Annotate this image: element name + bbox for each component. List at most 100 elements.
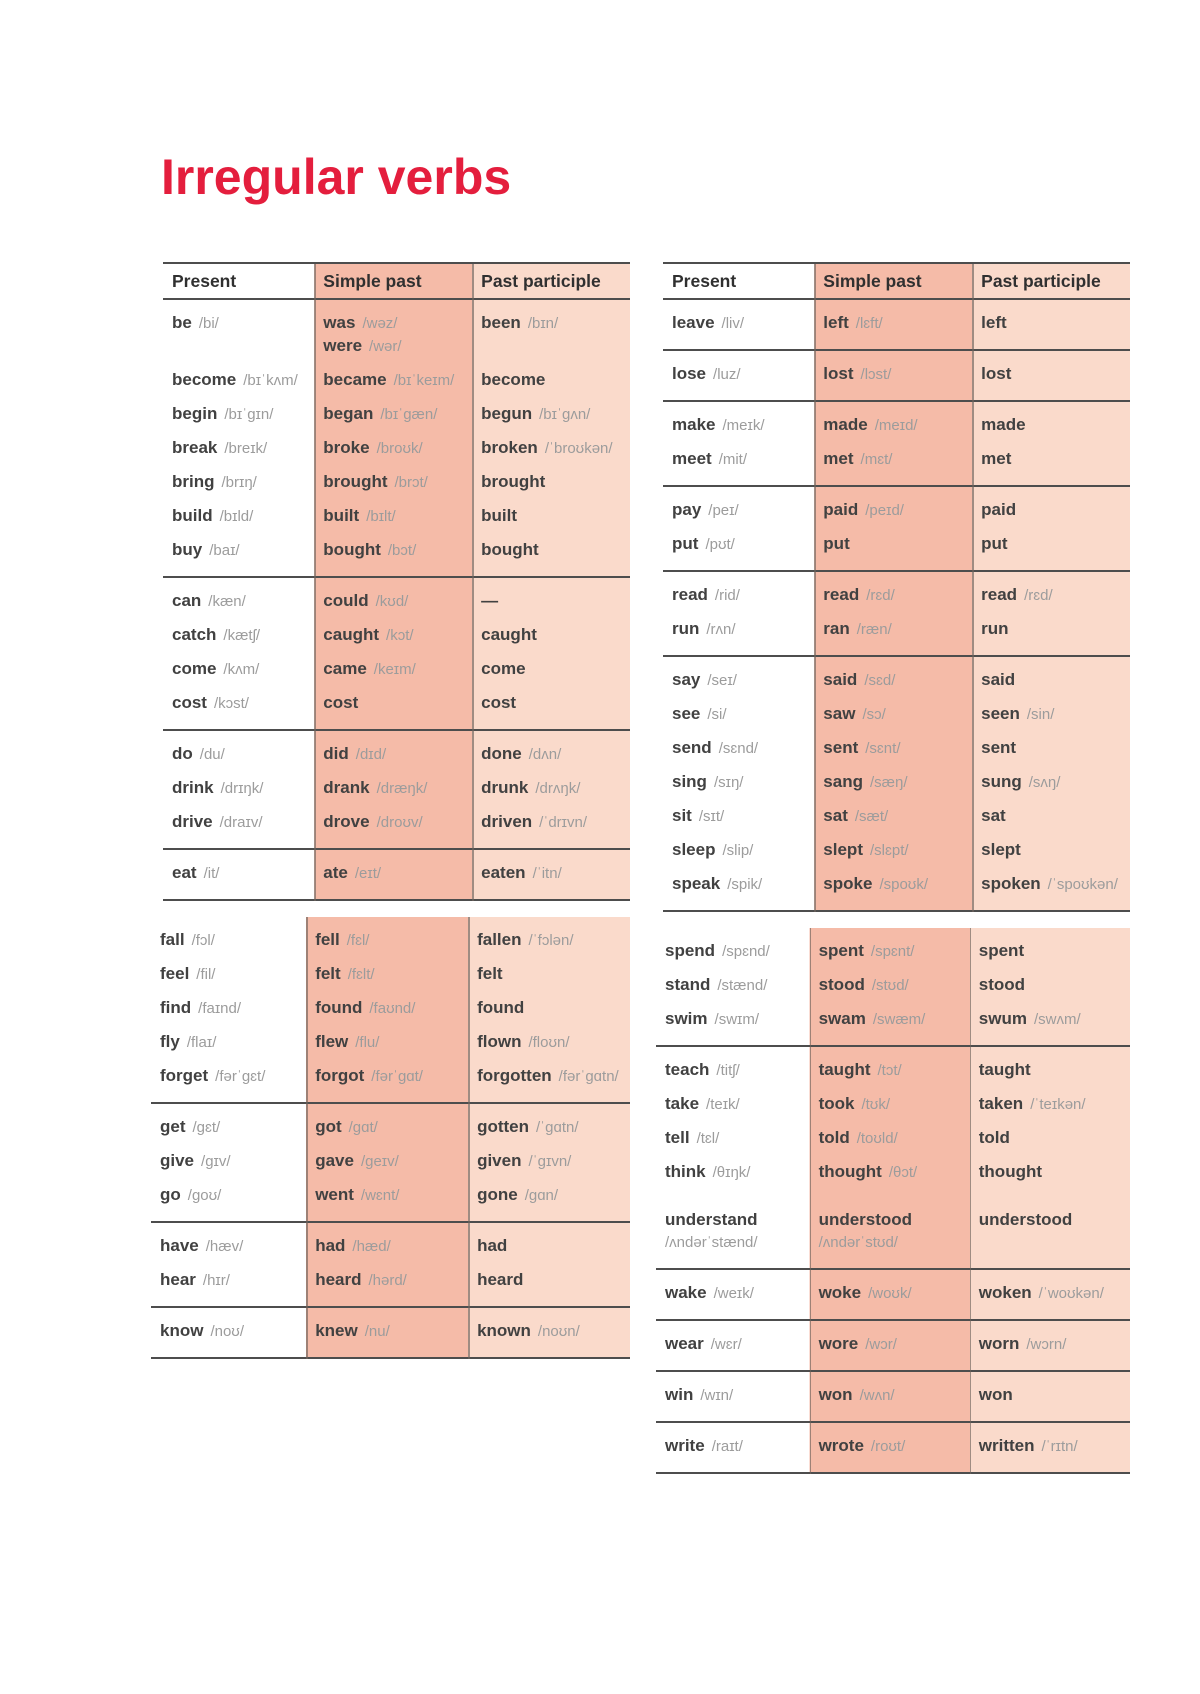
present-cell: feel/fil/ (151, 958, 306, 992)
present-cell: win/wɪn/ (656, 1379, 810, 1413)
ipa-text: /spɛnt/ (870, 943, 915, 960)
present-cell: think/θɪŋk/ (656, 1156, 810, 1190)
verb-word: swam (818, 1009, 866, 1028)
verb-row: become/bɪˈkʌm/became/bɪˈkeɪm/become (163, 364, 630, 398)
header-cell: Past participle (981, 271, 1101, 291)
verb-word: won (978, 1385, 1013, 1404)
simple-past-cell: brought/brɔt/ (314, 466, 472, 500)
ipa-text: /fərˈgɑtn/ (558, 1068, 619, 1085)
simple-past-cell: knew/nu/ (306, 1315, 468, 1349)
ipa-text: /ʌndərˈstʊd/ (818, 1234, 898, 1251)
verb-word: slept (981, 840, 1021, 859)
present-cell: build/bɪld/ (163, 500, 314, 534)
verb-word: written (978, 1436, 1035, 1455)
verb-word: caught (323, 625, 380, 644)
verb-word: understand (665, 1210, 758, 1229)
past-participle-cell: worn/wɔrn/ (970, 1328, 1130, 1362)
verb-group: write/raɪt/wrote/roʊt/written/ˈrɪtn/ (656, 1423, 1130, 1474)
present-cell: drink/drɪŋk/ (163, 772, 314, 806)
present-cell: spend/spɛnd/ (656, 935, 810, 969)
ipa-text: /droʊv/ (376, 814, 423, 831)
ipa-text: /stænd/ (717, 977, 768, 994)
verb-word: spoken (981, 874, 1041, 893)
verb-row: eat/it/ate/eɪt/eaten/ˈitn/ (163, 857, 630, 891)
header-cell: Simple past (323, 271, 422, 291)
ipa-text: /stʊd/ (871, 977, 909, 994)
ipa-text: /peɪ/ (708, 502, 739, 519)
verb-row: have/hæv/had/hæd/had (151, 1230, 630, 1264)
verb-word: sent (823, 738, 859, 757)
past-participle-cell: taken/ˈteɪkən/ (970, 1088, 1130, 1122)
verb-row: begin/bɪˈgɪn/began/bɪˈgæn/begun/bɪˈgʌn/ (163, 398, 630, 432)
simple-past-cell: thought/θɔt/ (810, 1156, 970, 1190)
ipa-text: /pʊt/ (705, 536, 735, 553)
present-cell: buy/baɪ/ (163, 534, 314, 568)
ipa-text: /ˈwoʊkən/ (1038, 1285, 1104, 1302)
simple-past-cell: wrote/roʊt/ (810, 1430, 970, 1464)
ipa-text: /hæv/ (205, 1238, 244, 1255)
verb-word: wear (665, 1334, 704, 1353)
verb-row: sleep/slip/slept/slɛpt/slept (663, 834, 1130, 868)
simple-past-cell: taught/tɔt/ (810, 1054, 970, 1088)
ipa-text: /rɛd/ (1024, 587, 1053, 604)
verb-word: write (665, 1436, 705, 1455)
verb-row: do/du/did/dɪd/done/dʌn/ (163, 738, 630, 772)
ipa-text: /wɪn/ (700, 1387, 734, 1404)
ipa-text: /kʌm/ (223, 661, 260, 678)
verb-word: swum (978, 1009, 1027, 1028)
ipa-text: /meɪk/ (722, 417, 765, 434)
present-cell: hear/hɪr/ (151, 1264, 306, 1298)
verb-word: ate (323, 863, 348, 882)
present-cell: run/rʌn/ (663, 613, 814, 647)
ipa-text: /faɪnd/ (198, 1000, 242, 1017)
present-cell: fall/fɔl/ (151, 924, 306, 958)
simple-past-cell: wore/wɔr/ (810, 1328, 970, 1362)
verb-word: bought (323, 540, 381, 559)
verb-word: won (818, 1385, 853, 1404)
ipa-text: /lɛft/ (855, 315, 883, 332)
verb-word: hear (160, 1270, 196, 1289)
present-cell: sleep/slip/ (663, 834, 814, 868)
verb-word: buy (172, 540, 203, 559)
verb-word: spend (665, 941, 716, 960)
past-participle-cell: woken/ˈwoʊkən/ (970, 1277, 1130, 1311)
ipa-text: /ˈgɑtn/ (536, 1119, 579, 1136)
verb-word: understood (978, 1210, 1073, 1229)
verb-word: could (323, 591, 369, 610)
verb-word: read (672, 585, 708, 604)
verb-word: put (823, 534, 850, 553)
verb-word: cost (172, 693, 207, 712)
verb-group: spend/spɛnd/spent/spɛnt/spent stand/stænd… (656, 928, 1130, 1047)
present-cell: write/raɪt/ (656, 1430, 810, 1464)
ipa-text: /baɪ/ (209, 542, 240, 559)
past-participle-cell: built (472, 500, 630, 534)
ipa-text: /hərd/ (368, 1272, 407, 1289)
ipa-text: /luz/ (713, 366, 741, 383)
simple-past-cell: made/meɪd/ (814, 409, 972, 443)
verb-word: fell (315, 930, 340, 949)
ipa-text: /liv/ (721, 315, 745, 332)
verb-word: bring (172, 472, 215, 491)
verb-word: built (481, 506, 518, 525)
verb-row: catch/kætʃ/caught/kɔt/caught (163, 619, 630, 653)
verb-word: become (172, 370, 237, 389)
verbs-table-left: Present Simple past Past participle be/bi/w… (151, 262, 630, 1359)
ipa-text: /bɪˈgæn/ (380, 406, 438, 423)
past-participle-cell: become (472, 364, 630, 398)
table-block: Present Simple past Past participle be/bi/w… (163, 262, 630, 901)
verb-word: gone (477, 1185, 518, 1204)
simple-past-cell: read/rɛd/ (814, 579, 972, 613)
past-participle-cell: come (472, 653, 630, 687)
past-participle-cell: known/noʊn/ (468, 1315, 630, 1349)
verb-word: sang (823, 772, 863, 791)
verb-word: stood (978, 975, 1026, 994)
verb-row: drive/draɪv/drove/droʊv/driven/ˈdrɪvn/ (163, 806, 630, 840)
ipa-text: /bɪˈkʌm/ (243, 372, 298, 389)
table-block: Present Simple past Past participle leave/l… (663, 262, 1130, 912)
present-cell: cost/kɔst/ (163, 687, 314, 721)
ipa-text: /breɪk/ (224, 440, 268, 457)
simple-past-cell: broke/broʊk/ (314, 432, 472, 466)
verb-row: win/wɪn/won/wʌn/won (656, 1379, 1130, 1413)
table-header-row: Present Simple past Past participle (163, 264, 630, 300)
verb-word: saw (823, 704, 856, 723)
